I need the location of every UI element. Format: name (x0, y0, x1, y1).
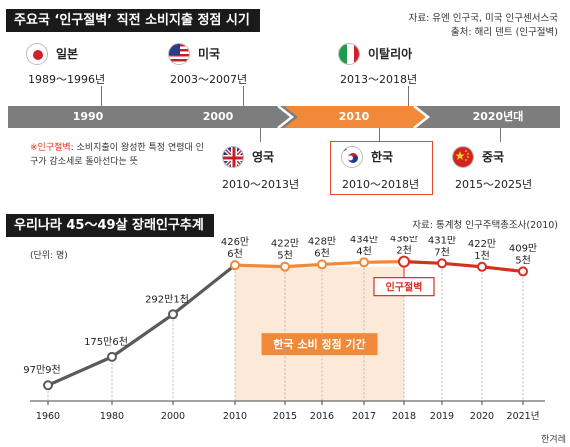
peak-label: 인구절벽 (386, 281, 423, 294)
data-point (43, 380, 53, 391)
x-tick-label: 2010 (223, 411, 247, 422)
connector-line (500, 128, 501, 142)
country-name: 이탈리아 (368, 47, 413, 61)
series-line-segment (283, 262, 324, 269)
country-range: 2013～2018년 (340, 73, 418, 86)
country-name: 미국 (198, 47, 221, 61)
data-label: 5천 (277, 250, 293, 262)
series-line-segment (320, 260, 366, 267)
country-range: 2003～2007년 (170, 73, 248, 86)
data-label: 422만 (271, 238, 299, 250)
data-label: 434만 (350, 236, 378, 245)
connector-line (408, 86, 409, 106)
data-label: 436만 (390, 236, 418, 245)
series-line-segment (362, 260, 406, 264)
x-tick-label: 2019 (430, 411, 454, 422)
timeline-bar: 1990 2000 2010 2020년대 (8, 106, 560, 128)
x-tick-label: 1980 (100, 411, 124, 422)
country-name: 중국 (482, 150, 505, 164)
country-range: 2015～2025년 (455, 178, 533, 191)
uk-flag-icon (222, 146, 244, 168)
x-tick-label: 2020 (470, 411, 494, 422)
data-label: 1천 (474, 250, 490, 262)
japan-flag-icon (26, 43, 48, 65)
country-name: 영국 (252, 150, 275, 164)
series-line-segment (402, 260, 444, 265)
data-point (107, 351, 117, 362)
source-line: 출처: 해리 덴트 (인구절벽) (450, 27, 558, 38)
peak-label-box (373, 277, 435, 297)
x-tick-label: 2000 (161, 411, 185, 422)
x-tick-label: 2016 (310, 411, 334, 422)
data-label: 426만 (221, 236, 249, 248)
unit-label: (단위: 명) (30, 250, 68, 261)
data-label: 428만 (308, 236, 336, 247)
timeline-label: 2020년대 (472, 110, 524, 123)
data-label: 409만 (509, 242, 537, 254)
data-label: 6천 (227, 248, 243, 260)
data-label: 431만 (428, 236, 456, 246)
timeline-label: 2000 (202, 110, 234, 123)
series-line-segment (171, 263, 237, 316)
data-point (280, 261, 290, 272)
x-tick-label: 2018 (392, 411, 416, 422)
korea-highlight-box (330, 141, 433, 195)
credit: 한겨레 (541, 435, 566, 445)
note-term: ※인구절벽 (30, 143, 71, 153)
korea-flag-icon (341, 146, 363, 168)
page-title: 주요국 ‘인구절벽’ 직전 소비지출 정점 시기 (6, 9, 260, 32)
series-line-segment (110, 312, 175, 359)
data-label: 4천 (356, 245, 372, 257)
data-label: 5천 (515, 254, 531, 266)
country-range: 2010～2018년 (342, 178, 420, 191)
connector-line (260, 128, 261, 142)
data-label: 175만6천 (84, 336, 128, 348)
timeline-label: 1990 (72, 110, 104, 123)
period-label: 한국 소비 정점 기간 (273, 337, 365, 351)
series-line-segment (233, 263, 287, 269)
usa-flag-icon (168, 43, 190, 65)
period-label-box (261, 333, 378, 356)
country-name: 일본 (56, 47, 79, 61)
x-tick-label: 1960 (36, 411, 60, 422)
data-label: 97만9천 (23, 364, 61, 376)
data-label: 2천 (396, 245, 412, 257)
data-label: 7천 (434, 246, 450, 258)
data-point (518, 266, 528, 277)
data-point (437, 258, 447, 269)
source-line: 자료: 유엔 인구국, 미국 인구센서스국 (408, 13, 558, 24)
country-name: 한국 (371, 150, 394, 164)
country-range: 1989～1996년 (28, 73, 106, 86)
connector-line (101, 86, 102, 106)
x-tick-label: 2015 (273, 411, 297, 422)
x-tick-label: 2021년 (507, 411, 540, 422)
footnote: ※인구절벽: 소비지출이 왕성한 특정 연령대 인구가 감소세로 돌아선다는 뜻 (30, 141, 208, 169)
data-point (359, 257, 369, 268)
data-point (230, 260, 240, 271)
country-range: 2010～2013년 (222, 178, 300, 191)
data-point (168, 309, 178, 320)
data-point (398, 255, 410, 268)
x-tick-label: 2017 (352, 411, 376, 422)
data-label: 422만 (468, 238, 496, 250)
population-line-chart: (단위: 명) 한국 소비 정점 기간 1960 1980 2000 2010 2015 20… (23, 236, 545, 422)
series-line-segment (480, 265, 525, 274)
note-text: : 소비지출이 왕성한 특정 연령대 인구가 감소세로 돌아선다는 뜻 (30, 143, 204, 167)
source-note: 자료: 유엔 인구국, 미국 인구센서스국 출처: 해리 덴트 (인구절벽) (409, 12, 558, 40)
timeline-label: 2010 (338, 110, 370, 123)
chart-title: 우리나라 45～49살 장래인구추계 (6, 214, 214, 237)
data-point (317, 259, 327, 270)
connector-line (243, 86, 244, 106)
chart-source: 자료: 통계청 인구주택총조사(2010) (412, 220, 558, 231)
connector-line (379, 128, 380, 142)
italy-flag-icon (338, 43, 360, 65)
data-point (477, 261, 487, 272)
china-flag-icon (452, 146, 474, 168)
data-label: 292만1천 (145, 293, 189, 305)
series-line-segment (46, 355, 114, 387)
series-line-segment (440, 261, 484, 269)
data-label: 6천 (314, 247, 330, 259)
